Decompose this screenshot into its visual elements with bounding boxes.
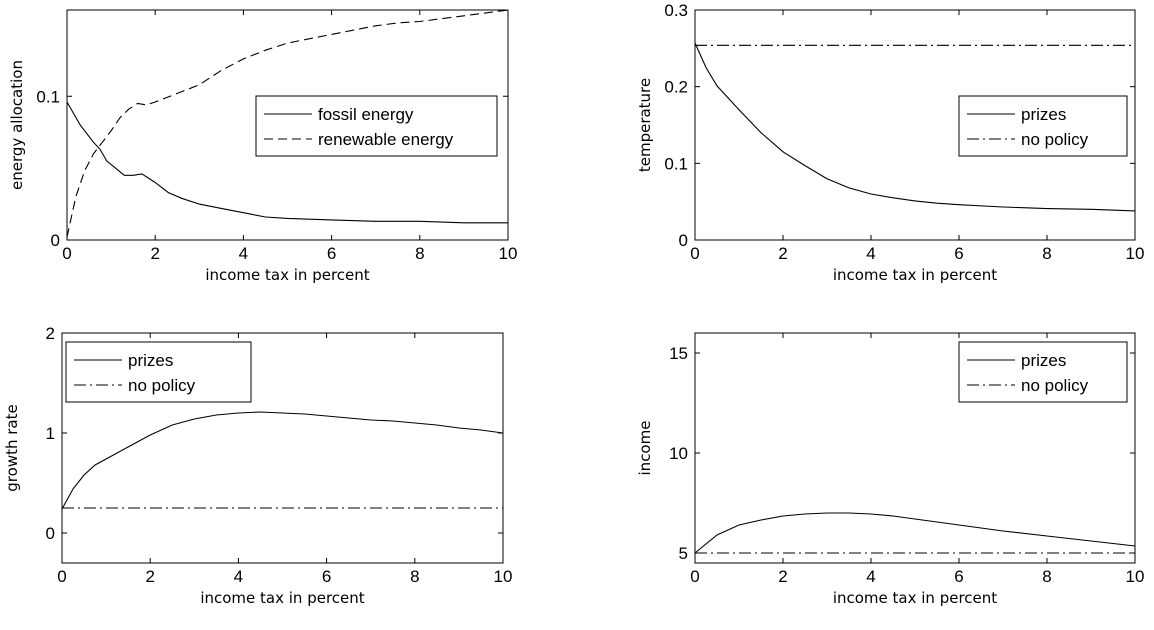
x-tick-label: 4: [234, 567, 243, 586]
axes-frame: [61, 332, 504, 564]
legend: prizes no policy: [958, 95, 1128, 157]
panel-1: 0 2 4 6 8 10 0 0.1 income tax in percent energy a…: [8, 9, 518, 284]
legend: fossil energy renewable energy: [255, 95, 498, 157]
x-axis-label: income tax in percent: [833, 266, 997, 284]
x-tick-label: 2: [145, 567, 154, 586]
x-tick-label: 2: [778, 244, 787, 263]
axes-frame: [694, 332, 1136, 564]
legend-box: [958, 95, 1128, 157]
x-tick-label: 8: [410, 567, 419, 586]
y-tick-label: 0.3: [664, 1, 688, 20]
x-tick-label: 10: [1126, 244, 1145, 263]
series-line-1-1: [66, 101, 508, 224]
series-line-4-1: [694, 512, 1136, 554]
x-tick-label: 6: [322, 567, 331, 586]
x-tick-label: 8: [1042, 567, 1051, 586]
x-tick-label: 0: [690, 244, 699, 263]
panel-3: 0 2 4 6 8 10 0 1 2 income tax in percent growth ra…: [3, 324, 512, 607]
x-tick-label: 4: [866, 567, 875, 586]
axes-frame: [694, 9, 1136, 241]
y-tick-label: 0: [51, 231, 60, 250]
legend-box: [255, 95, 498, 157]
x-tick-label: 6: [954, 244, 963, 263]
y-tick-label: 15: [669, 344, 688, 363]
y-tick-label: 0.2: [664, 78, 688, 97]
x-tick-label: 0: [57, 567, 66, 586]
legend-box: [958, 341, 1128, 403]
x-tick-label: 4: [239, 244, 248, 263]
x-tick-label: 10: [499, 244, 518, 263]
y-axis-label: income: [636, 421, 654, 476]
x-tick-label: 10: [494, 567, 513, 586]
x-tick-label: 0: [62, 244, 71, 263]
y-tick-label: 5: [679, 544, 688, 563]
y-tick-label: 0: [679, 231, 688, 250]
x-tick-label: 0: [690, 567, 699, 586]
x-tick-label: 2: [778, 567, 787, 586]
panel-2: 0 2 4 6 8 10 0 0.1 0.2 0.3 income tax in percent te…: [636, 1, 1144, 284]
x-tick-label: 2: [150, 244, 159, 263]
x-tick-label: 4: [866, 244, 875, 263]
series-line-3-1: [61, 411, 504, 510]
legend-label: prizes: [1021, 351, 1066, 370]
x-tick-label: 10: [1126, 567, 1145, 586]
axes-frame: [66, 9, 509, 241]
legend-label: prizes: [1021, 105, 1066, 124]
x-tick-label: 8: [415, 244, 424, 263]
legend-label: no policy: [1021, 376, 1089, 395]
panel-4: 0 2 4 6 8 10 5 10 15 income tax in percent income p…: [636, 332, 1145, 607]
y-tick-label: 0.1: [36, 87, 60, 106]
y-tick-label: 0.1: [664, 154, 688, 173]
legend-label: renewable energy: [318, 130, 454, 149]
y-tick-label: 10: [669, 444, 688, 463]
x-axis-label: income tax in percent: [200, 589, 364, 607]
series-line-2-1: [694, 42, 1136, 212]
x-tick-label: 8: [1042, 244, 1051, 263]
y-axis-label: temperature: [636, 78, 654, 172]
y-axis-label: growth rate: [3, 404, 21, 491]
legend-label: no policy: [1021, 130, 1089, 149]
legend-label: prizes: [128, 351, 173, 370]
legend: prizes no policy: [958, 341, 1128, 403]
x-axis-label: income tax in percent: [833, 589, 997, 607]
y-tick-label: 1: [46, 424, 55, 443]
legend: prizes no policy: [65, 341, 252, 403]
x-tick-label: 6: [327, 244, 336, 263]
y-tick-label: 0: [46, 524, 55, 543]
legend-label: no policy: [128, 376, 196, 395]
y-axis-label: energy allocation: [8, 60, 26, 190]
x-axis-label: income tax in percent: [205, 266, 369, 284]
y-tick-label: 2: [46, 324, 55, 343]
legend-box: [65, 341, 252, 403]
legend-label: fossil energy: [318, 105, 414, 124]
x-tick-label: 6: [954, 567, 963, 586]
